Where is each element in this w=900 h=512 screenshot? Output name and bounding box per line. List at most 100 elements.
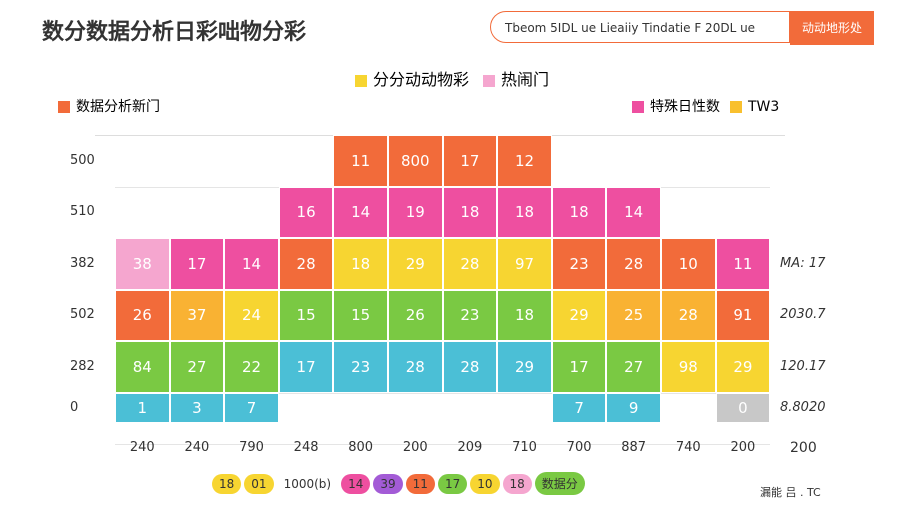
cell: 14 (333, 186, 388, 238)
column-label: 200 (402, 440, 428, 455)
cell: 14 (224, 238, 279, 290)
row-right-label: 2030.7 (780, 307, 826, 323)
legend-swatch (632, 101, 644, 113)
legend-chip: 18 (212, 474, 242, 494)
cell: 23 (442, 289, 498, 341)
legend-label: 特殊日性数 (650, 99, 720, 115)
cell: 15 (333, 289, 388, 341)
cell: 27 (169, 341, 225, 393)
cell: 18 (442, 186, 498, 238)
column-label: 740 (675, 440, 701, 455)
legend-chip: 10 (470, 474, 500, 494)
legend-chip: 39 (373, 474, 403, 494)
cell: 15 (278, 289, 334, 341)
cell: 28 (278, 238, 334, 290)
bottom-legend: 18 01 1000(b) 14 39 11 17 10 18 数据分 (212, 472, 588, 495)
cell: 16 (278, 186, 334, 238)
cell: 7 (551, 392, 607, 423)
left-legend: 数据分析新门 (58, 96, 160, 116)
row-label: 500 (70, 152, 95, 168)
row-right-label: 8.8020 (780, 399, 826, 415)
cell: 24 (224, 289, 279, 341)
cell: 11 (333, 135, 388, 187)
legend-item: 数据分析新门 (58, 99, 160, 115)
cell: 98 (661, 341, 716, 393)
legend-swatch (483, 74, 496, 87)
column-label: 700 (566, 440, 592, 455)
cell: 29 (497, 341, 552, 393)
legend-label: 数据分析新门 (76, 99, 160, 115)
legend-swatch (355, 74, 367, 87)
cell: 28 (442, 341, 498, 393)
cell: 19 (388, 186, 443, 238)
cell: 7 (224, 392, 279, 423)
cell: 28 (606, 238, 661, 290)
logo: 数分数据分析日彩咄物分彩 (42, 20, 307, 45)
column-label: 710 (512, 440, 537, 455)
column-label: 248 (293, 440, 319, 455)
cell: 0 (715, 392, 771, 423)
column-label: 887 (621, 440, 647, 455)
cell: 17 (442, 135, 498, 187)
cell: 23 (551, 238, 607, 290)
cell: 38 (115, 238, 170, 290)
column-label: 240 (184, 440, 210, 455)
cell: 17 (169, 238, 225, 290)
row-line (115, 392, 770, 394)
legend-item: 分分动动物彩 (355, 70, 469, 89)
cell: 12 (497, 135, 552, 187)
cell: 25 (606, 289, 661, 341)
cell: 14 (606, 186, 661, 238)
cell: 800 (388, 135, 443, 187)
top-legend: 分分动动物彩 热闹门 (355, 66, 563, 90)
right-legend: 特殊日性数 TW3 (632, 96, 789, 116)
legend-label: 分分动动物彩 (373, 70, 470, 89)
column-label: 790 (239, 440, 264, 455)
search-button[interactable]: 动动地形处 (790, 11, 874, 45)
cell: 27 (606, 341, 661, 393)
cell: 23 (333, 341, 388, 393)
cell: 26 (388, 289, 443, 341)
legend-chip: 11 (405, 474, 435, 494)
cell: 97 (497, 238, 552, 290)
cell: 3 (169, 392, 225, 423)
legend-chip: 17 (437, 474, 468, 494)
cell: 29 (715, 341, 771, 393)
cell: 9 (606, 392, 661, 423)
cell: 29 (551, 289, 607, 341)
legend-chip: 14 (341, 474, 371, 494)
cell: 1 (115, 392, 170, 423)
row-line (115, 444, 770, 445)
row-label: 502 (70, 307, 95, 323)
cell: 22 (224, 341, 279, 393)
row-label: 282 (70, 358, 95, 374)
cell: 28 (442, 238, 498, 290)
cell: 37 (169, 289, 225, 341)
cell: 17 (551, 341, 607, 393)
cell: 11 (715, 238, 771, 290)
legend-item: TW3 (730, 99, 779, 115)
row-label: 382 (70, 255, 95, 271)
cell: 10 (661, 238, 716, 290)
row-right-label: 120.17 (780, 358, 826, 374)
cell: 91 (715, 289, 771, 341)
row-label: 510 (70, 204, 95, 220)
legend-chip: 1000(b) (276, 474, 339, 494)
cell: 18 (497, 186, 552, 238)
search-box[interactable]: Tbeom 5IDL ue Lieaiiy Tindatie F 20DL ue (490, 11, 790, 43)
column-label: 800 (348, 440, 374, 455)
cell: 18 (497, 289, 552, 341)
cell: 28 (388, 341, 443, 393)
legend-item: 热闹门 (483, 70, 549, 89)
cell: 26 (115, 289, 170, 341)
legend-swatch (58, 101, 70, 113)
legend-chip: 18 (502, 474, 532, 494)
cell: 18 (333, 238, 388, 290)
legend-chip: 数据分 (534, 472, 585, 495)
column-label: 200 (790, 440, 817, 456)
column-label: 240 (129, 440, 155, 455)
cell: 17 (278, 341, 334, 393)
legend-label: 热闹门 (501, 70, 550, 89)
column-label: 209 (457, 440, 483, 455)
